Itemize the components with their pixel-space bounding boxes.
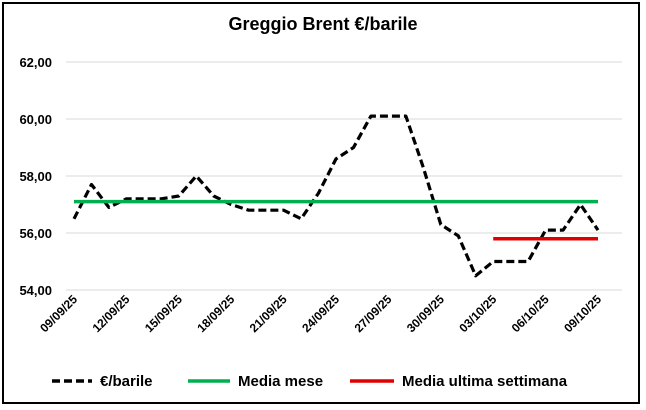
x-tick-label: 09/09/25: [37, 292, 80, 335]
x-tick-label: 18/09/25: [194, 292, 237, 335]
y-tick-label: 62,00: [19, 55, 52, 70]
x-tick-label: 27/09/25: [352, 292, 395, 335]
legend-label: Media mese: [238, 373, 323, 390]
x-tick-label: 15/09/25: [142, 292, 185, 335]
y-tick-label: 58,00: [19, 169, 52, 184]
y-tick-label: 56,00: [19, 226, 52, 241]
chart-title: Greggio Brent €/barile: [228, 14, 418, 34]
y-tick-label: 60,00: [19, 112, 52, 127]
x-tick-label: 30/09/25: [404, 292, 447, 335]
legend-label: Media ultima settimana: [402, 373, 568, 390]
legend-label: €/barile: [100, 373, 153, 390]
x-tick-label: 06/10/25: [509, 292, 552, 335]
x-tick-label: 03/10/25: [456, 292, 499, 335]
x-tick-label: 12/09/25: [90, 292, 133, 335]
x-tick-label: 21/09/25: [247, 292, 290, 335]
series-line-brent: [72, 114, 600, 278]
y-tick-label: 54,00: [19, 283, 52, 298]
x-tick-label: 24/09/25: [299, 292, 342, 335]
x-tick-label: 09/10/25: [561, 292, 604, 335]
